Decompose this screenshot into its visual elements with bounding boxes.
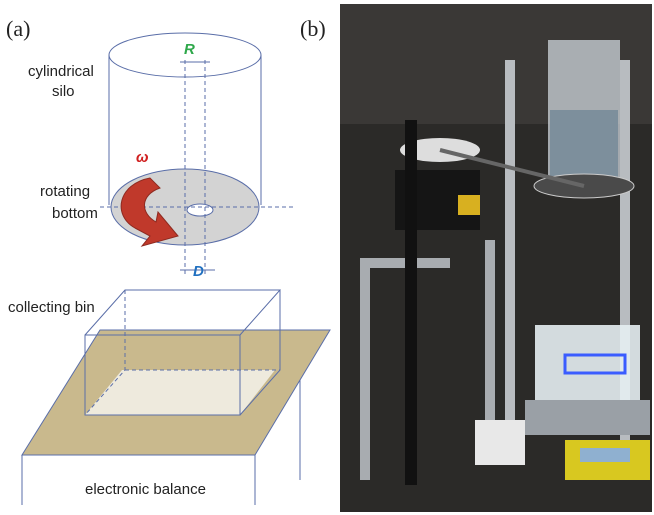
controller xyxy=(475,420,525,465)
radius-label: R xyxy=(184,41,195,58)
shaft xyxy=(405,120,417,485)
silo-label: cylindrical xyxy=(28,63,94,80)
bin-top xyxy=(85,290,280,335)
frame-post xyxy=(360,260,370,480)
orifice xyxy=(187,204,213,216)
omega-label: ω xyxy=(136,149,149,166)
panel-label: (a) xyxy=(6,16,30,41)
motor-label xyxy=(458,195,480,215)
diameter-label: D xyxy=(193,263,204,280)
figure: (a) R ω D cylindrical silo rotating bott… xyxy=(0,0,654,515)
schematic-panel: (a) R ω D cylindrical silo rotating bott… xyxy=(6,16,330,505)
particles xyxy=(550,110,618,178)
frame-post xyxy=(485,240,495,440)
silo-label: silo xyxy=(52,83,75,100)
display-screen xyxy=(580,448,630,462)
bottom-label: rotating xyxy=(40,183,90,200)
balance-label: electronic balance xyxy=(85,481,206,498)
photo-panel: (b) xyxy=(300,4,652,512)
frame-post xyxy=(505,60,515,440)
bottom-label: bottom xyxy=(52,205,98,222)
balance xyxy=(525,400,650,435)
panel-label: (b) xyxy=(300,16,326,41)
bin-label: collecting bin xyxy=(8,299,95,316)
